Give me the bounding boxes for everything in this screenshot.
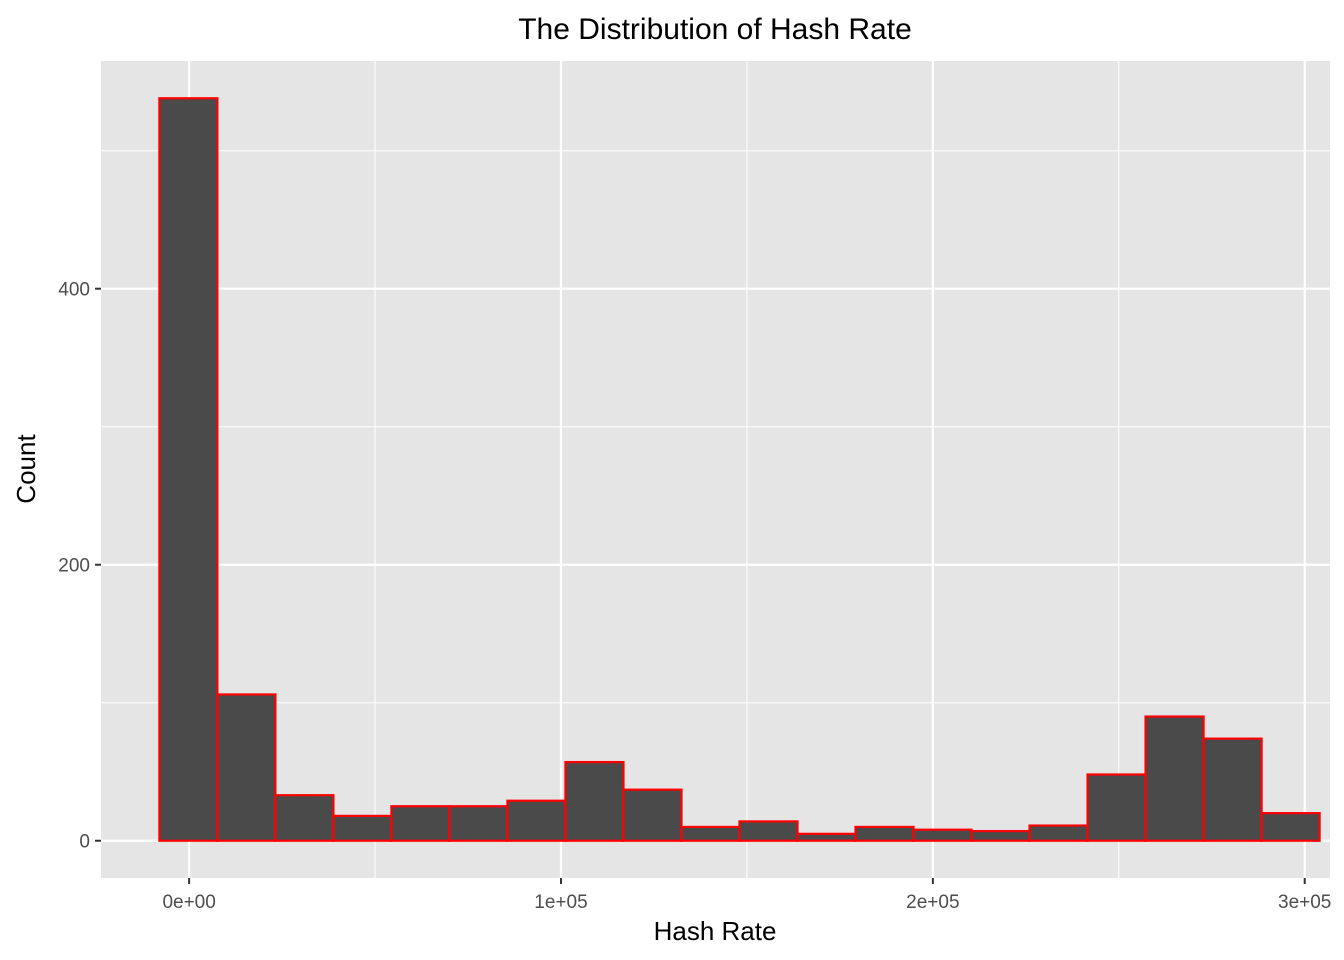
x-tick-label: 1e+05 (534, 892, 587, 913)
y-tick-label: 400 (58, 280, 90, 301)
histogram-bars (158, 97, 1321, 842)
histogram-bar (970, 829, 1031, 842)
plot-panel (101, 61, 1330, 878)
histogram-bar (912, 828, 973, 842)
histogram-bar (1144, 715, 1205, 842)
histogram-bar (274, 794, 335, 842)
histogram-bar (738, 820, 799, 842)
x-tick-label: 2e+05 (906, 892, 959, 913)
histogram-bar (1202, 737, 1263, 842)
histogram-bar (1260, 812, 1321, 842)
histogram-bar (158, 97, 219, 842)
histogram-bar (390, 805, 451, 842)
y-tick-label: 200 (58, 556, 90, 577)
y-tick-label: 0 (79, 832, 90, 853)
histogram-bar (796, 832, 857, 842)
x-tick-label: 0e+00 (162, 892, 215, 913)
x-tick-label: 3e+05 (1278, 892, 1331, 913)
histogram-bar (1028, 824, 1089, 842)
y-axis: 0 200 400 (58, 280, 101, 853)
histogram-bar (332, 814, 393, 842)
histogram-bar (1086, 773, 1147, 842)
histogram-bar (216, 693, 277, 842)
histogram-bar (506, 799, 567, 842)
histogram-bar (854, 825, 915, 842)
x-axis-title: Hash Rate (654, 916, 777, 946)
histogram-bar (622, 788, 683, 842)
y-axis-title: Count (11, 434, 41, 504)
histogram-bar (448, 805, 509, 842)
histogram-bar (680, 825, 741, 842)
histogram-bar (564, 760, 625, 842)
x-axis: 0e+00 1e+05 2e+05 3e+05 (162, 878, 1331, 913)
minor-gridlines (101, 61, 1330, 878)
chart-title: The Distribution of Hash Rate (518, 13, 912, 46)
